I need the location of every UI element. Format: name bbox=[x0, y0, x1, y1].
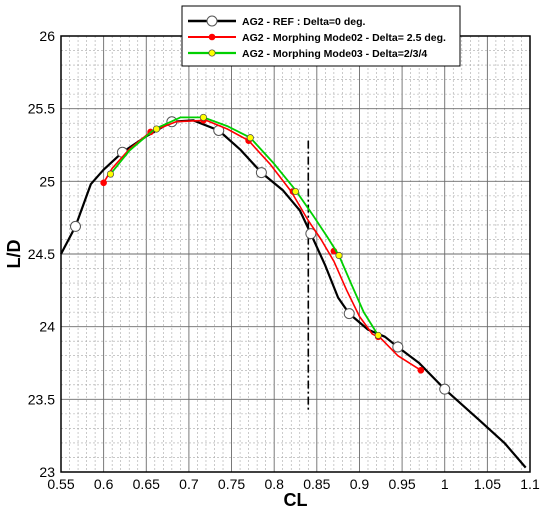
y-tick-label: 25 bbox=[39, 173, 55, 189]
data-point-mode03 bbox=[246, 134, 254, 142]
data-point-mode03 bbox=[291, 187, 300, 196]
data-point-mode03 bbox=[199, 113, 207, 121]
legend-label-mode03: AG2 - Morphing Mode03 - Delta=2/3/4 bbox=[242, 48, 427, 60]
y-tick-label: 26 bbox=[39, 28, 55, 44]
x-tick-label: 1.05 bbox=[474, 476, 501, 492]
legend-marker-mode02 bbox=[208, 33, 216, 41]
x-tick-label: 0.85 bbox=[303, 476, 330, 492]
data-point-ref bbox=[439, 383, 451, 395]
y-axis-title: L/D bbox=[4, 240, 24, 269]
series-layer bbox=[60, 113, 527, 469]
x-tick-label: 0.7 bbox=[179, 476, 199, 492]
y-tick-label: 24 bbox=[39, 319, 55, 335]
data-point-ref bbox=[343, 308, 355, 320]
y-tick-label: 24.5 bbox=[28, 246, 55, 262]
x-tick-label: 0.8 bbox=[264, 476, 284, 492]
x-tick-label: 0.9 bbox=[350, 476, 370, 492]
x-axis-title: CL bbox=[284, 490, 308, 510]
legend-marker-mode03 bbox=[208, 49, 216, 57]
data-point-mode03 bbox=[335, 251, 343, 260]
legend: AG2 - REF : Delta=0 deg. AG2 - Morphing … bbox=[181, 5, 461, 67]
data-point-mode02 bbox=[100, 179, 107, 187]
tick-labels: 0.55 0.6 0.65 0.7 0.75 0.8 0.85 0.9 0.95 1 1.05 1.1… bbox=[28, 28, 540, 492]
y-tick-label: 23 bbox=[39, 464, 55, 480]
x-tick-label: 0.75 bbox=[218, 476, 245, 492]
data-point-ref bbox=[255, 167, 267, 179]
data-point-mode03 bbox=[374, 331, 382, 339]
series-line-mode03 bbox=[109, 116, 379, 336]
data-point-ref bbox=[69, 220, 81, 232]
data-point-mode03 bbox=[106, 170, 115, 178]
data-point-mode03 bbox=[152, 125, 161, 133]
x-tick-label: 0.65 bbox=[133, 476, 160, 492]
series-line-ref bbox=[60, 119, 527, 469]
x-tick-label: 0.55 bbox=[47, 476, 74, 492]
data-point-ref bbox=[305, 228, 317, 240]
x-tick-label: 0.95 bbox=[388, 476, 415, 492]
x-tick-label: 1 bbox=[441, 476, 449, 492]
data-point-mode02 bbox=[417, 366, 425, 374]
x-tick-label: 1.1 bbox=[520, 476, 540, 492]
legend-label-ref: AG2 - REF : Delta=0 deg. bbox=[242, 16, 365, 28]
legend-entry-mode03: AG2 - Morphing Mode03 - Delta=2/3/4 bbox=[188, 48, 427, 60]
legend-label-mode02: AG2 - Morphing Mode02 - Delta= 2.5 deg. bbox=[242, 32, 446, 44]
data-point-ref bbox=[392, 341, 404, 353]
legend-marker-ref bbox=[206, 15, 218, 27]
y-tick-label: 23.5 bbox=[28, 391, 55, 407]
x-tick-label: 0.6 bbox=[94, 476, 114, 492]
y-tick-label: 25.5 bbox=[28, 101, 55, 117]
legend-entry-mode02: AG2 - Morphing Mode02 - Delta= 2.5 deg. bbox=[188, 32, 446, 44]
legend-entry-ref: AG2 - REF : Delta=0 deg. bbox=[188, 15, 365, 28]
grid bbox=[60, 35, 531, 473]
